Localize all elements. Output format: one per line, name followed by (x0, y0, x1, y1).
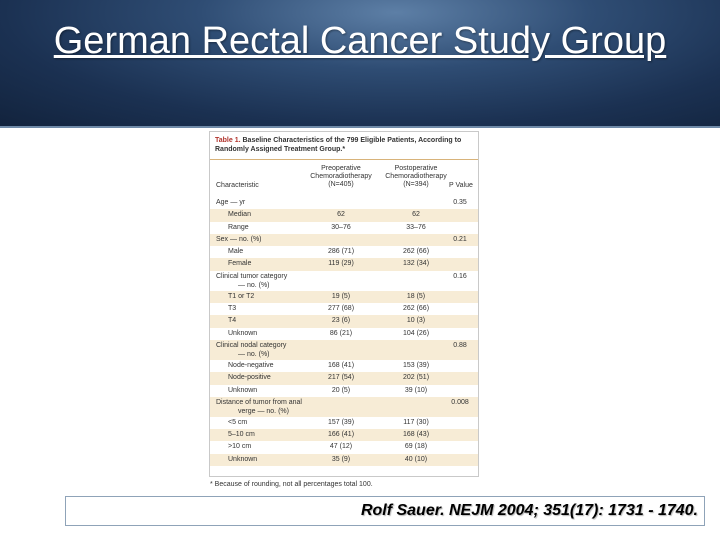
table-row: Unknown 35 (9) 40 (10) (210, 453, 478, 467)
row-postoperative-value: 153 (39) (402, 361, 430, 369)
row-postoperative-value: 10 (3) (406, 317, 426, 325)
table-row: Age — yr 0.35 (210, 197, 478, 209)
table-row: Node-negative 168 (41) 153 (39) (210, 360, 478, 372)
table-row: 5–10 cm 166 (41) 168 (43) (210, 429, 478, 442)
row-preoperative-value: 35 (9) (331, 455, 351, 463)
row-characteristic: Clinical tumor category (216, 272, 288, 280)
row-characteristic: Node-negative (228, 361, 274, 369)
row-p-value: 0.21 (453, 235, 467, 243)
row-postoperative-value: 18 (5) (406, 292, 426, 300)
header-p-value: P Value (449, 182, 473, 189)
table-row: Clinical nodal category — no. (%) 0.88 (210, 339, 478, 360)
title-banner (0, 0, 720, 128)
header-preoperative: Preoperative Chemoradiotherapy (N=405) (310, 165, 372, 188)
row-preoperative-value: 86 (21) (329, 329, 353, 337)
row-p-value: 0.35 (453, 199, 467, 206)
row-postoperative-value: 69 (18) (404, 443, 428, 451)
table-header: Preoperative Chemoradiotherapy (N=405) P… (210, 159, 478, 198)
row-characteristic-cont: — no. (%) (238, 350, 270, 358)
row-characteristic: Age — yr (216, 199, 246, 206)
table-row: Unknown 20 (5) 39 (10) (210, 385, 478, 397)
row-postoperative-value: 262 (66) (402, 305, 430, 313)
table-image: Table 1. Baseline Characteristics of the… (209, 131, 479, 477)
row-preoperative-value: 166 (41) (327, 431, 355, 439)
row-preoperative-value: 20 (5) (331, 386, 351, 394)
table-row: T1 or T2 19 (5) 18 (5) (210, 290, 478, 304)
row-characteristic: 5–10 cm (228, 431, 255, 439)
row-characteristic: T3 (228, 305, 237, 313)
row-preoperative-value: 277 (68) (327, 305, 355, 313)
row-postoperative-value: 262 (66) (402, 248, 430, 256)
table-row: Clinical tumor category — no. (%) 0.16 (210, 271, 478, 291)
table-body: Age — yr 0.35 Median 62 62 Range 30–76 33–76 Sex… (210, 197, 478, 467)
table-row: >10 cm 47 (12) 69 (18) (210, 441, 478, 453)
row-characteristic: T4 (228, 317, 237, 325)
row-characteristic: Male (228, 248, 244, 256)
row-postoperative-value: 40 (10) (404, 455, 428, 463)
table-row: Sex — no. (%) 0.21 (210, 233, 478, 247)
table-row: Node-positive 217 (54) 202 (51) (210, 372, 478, 385)
table-caption: Table 1. Baseline Characteristics of the… (215, 136, 473, 154)
table-row: T4 23 (6) 10 (3) (210, 315, 478, 328)
table-row: Range 30–76 33–76 (210, 222, 478, 234)
row-preoperative-value: 23 (6) (331, 317, 351, 325)
slide-title: German Rectal Cancer Study Group (53, 20, 667, 62)
table-caption-text: Baseline Characteristics of the 799 Elig… (215, 137, 462, 153)
table-row: Distance of tumor from anal verge — no. (… (210, 396, 478, 417)
row-preoperative-value: 168 (41) (327, 361, 355, 369)
row-p-value: 0.88 (453, 341, 467, 349)
row-characteristic: Distance of tumor from anal (216, 398, 302, 406)
header-postoperative: Postoperative Chemoradiotherapy (N=394) (385, 165, 447, 188)
row-p-value: 0.16 (453, 272, 467, 280)
row-preoperative-value: 30–76 (331, 223, 351, 231)
table-caption-label: Table 1. (215, 137, 241, 144)
row-characteristic: Median (228, 211, 251, 219)
row-characteristic: Node-positive (228, 374, 271, 382)
row-postoperative-value: 39 (10) (404, 386, 428, 394)
row-preoperative-value: 119 (29) (328, 260, 354, 268)
row-characteristic: >10 cm (228, 443, 252, 451)
table-row: T3 277 (68) 262 (66) (210, 303, 478, 315)
row-characteristic: Female (228, 260, 252, 268)
row-characteristic: Clinical nodal category (216, 341, 287, 349)
row-postoperative-value: 62 (412, 211, 420, 219)
row-preoperative-value: 217 (54) (327, 374, 355, 382)
row-characteristic-cont: verge — no. (%) (238, 407, 289, 415)
row-p-value: 0.008 (451, 398, 469, 406)
row-preoperative-value: 286 (71) (327, 248, 355, 256)
table-row: Male 286 (71) 262 (66) (210, 246, 478, 258)
row-characteristic: Unknown (228, 455, 258, 463)
header-characteristic: Characteristic (216, 182, 259, 189)
row-postoperative-value: 168 (43) (402, 431, 430, 439)
table-row: <5 cm 157 (39) 117 (30) (210, 417, 478, 429)
row-preoperative-value: 47 (12) (329, 443, 353, 451)
row-characteristic: T1 or T2 (228, 292, 255, 300)
row-preoperative-value: 157 (39) (327, 418, 355, 426)
row-postoperative-value: 104 (26) (402, 329, 430, 337)
row-postoperative-value: 202 (51) (402, 374, 430, 382)
table-row: Unknown 86 (21) 104 (26) (210, 328, 478, 340)
citation-box: Rolf Sauer. NEJM 2004; 351(17): 1731 - 1… (65, 496, 705, 526)
citation-text: Rolf Sauer. NEJM 2004; 351(17): 1731 - 1… (360, 502, 698, 519)
row-characteristic-cont: — no. (%) (238, 281, 270, 289)
row-characteristic: Unknown (228, 386, 258, 394)
row-postoperative-value: 117 (30) (403, 418, 429, 426)
row-postoperative-value: 33–76 (406, 223, 426, 231)
table-row: Female 119 (29) 132 (34) (210, 258, 478, 271)
table-footnote: * Because of rounding, not all percentag… (210, 481, 373, 488)
row-characteristic: Unknown (228, 329, 258, 337)
row-characteristic: Sex — no. (%) (216, 235, 262, 243)
row-preoperative-value: 19 (5) (331, 292, 351, 300)
row-postoperative-value: 132 (34) (402, 260, 430, 268)
row-characteristic: Range (228, 223, 249, 231)
row-characteristic: <5 cm (228, 418, 248, 426)
row-preoperative-value: 62 (337, 211, 345, 219)
table-row: Median 62 62 (210, 209, 478, 222)
